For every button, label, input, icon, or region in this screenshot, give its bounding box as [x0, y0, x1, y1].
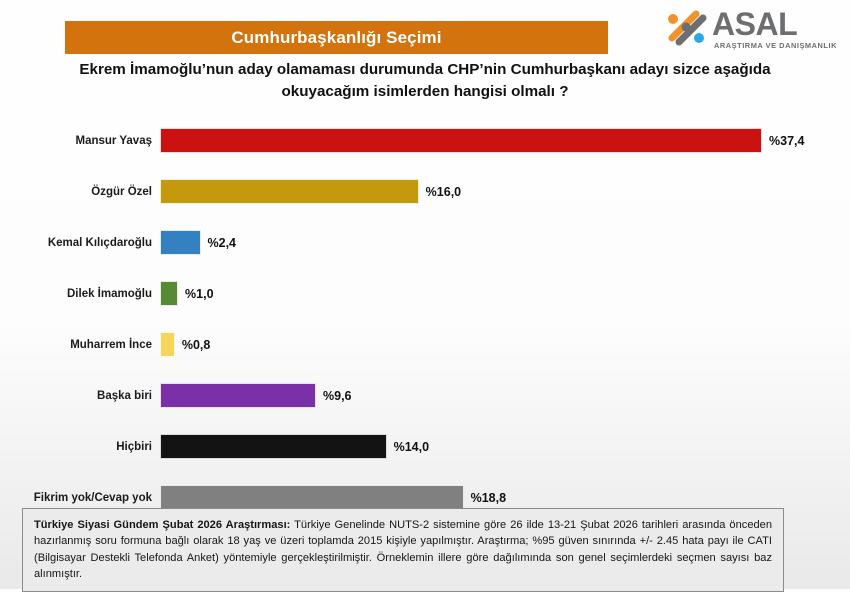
chart-bar — [160, 128, 762, 153]
chart-bar — [160, 281, 179, 306]
chart-bar-value: %9,6 — [323, 388, 352, 403]
poll-question: Ekrem İmamoğlu’nun aday olamaması durumu… — [79, 61, 771, 100]
footnote-lead: Türkiye Siyasi Gündem Şubat 2026 Araştır… — [34, 519, 291, 531]
chart-header: Cumhurbaşkanlığı Seçimi ASAL ARAŞTIRMA V… — [0, 0, 850, 56]
chart-bar-area: %1,0 — [160, 281, 850, 306]
chart-row: Başka biri %9,6 — [0, 370, 850, 421]
chart-row-label: Muharrem İnce — [70, 338, 152, 351]
chart-bar — [160, 485, 464, 510]
chart-bar-area: %0,8 — [160, 332, 850, 357]
chart-bar-area: %14,0 — [160, 434, 850, 459]
chart-row: Özgür Özel %16,0 — [0, 166, 850, 217]
poll-bar-chart: Mansur Yavaş %37,4 Özgür Özel %16,0 Kemal Kı… — [0, 115, 850, 523]
chart-row: Dilek İmamoğlu %1,0 — [0, 268, 850, 319]
asal-logo: ASAL ARAŞTIRMA VE DANIŞMANLIK — [666, 6, 837, 54]
chart-bar-area: %9,6 — [160, 383, 850, 408]
chart-bar-area: %37,4 — [160, 128, 850, 153]
chart-row-label: Özgür Özel — [91, 185, 152, 198]
chart-row-label: Başka biri — [97, 389, 152, 402]
chart-bar-value: %18,8 — [470, 490, 507, 505]
methodology-footnote: Türkiye Siyasi Gündem Şubat 2026 Araştır… — [22, 508, 784, 592]
chart-row-label: Dilek İmamoğlu — [67, 287, 152, 300]
chart-row: Kemal Kılıçdaroğlu %2,4 — [0, 217, 850, 268]
chart-bar-area: %2,4 — [160, 230, 850, 255]
chart-bar-area: %16,0 — [160, 179, 850, 204]
logo-mark-icon — [668, 10, 707, 46]
chart-bar-value: %37,4 — [769, 133, 805, 148]
page-title: Cumhurbaşkanlığı Seçimi — [231, 27, 442, 47]
chart-row: Mansur Yavaş %37,4 — [0, 115, 850, 166]
chart-row-label: Mansur Yavaş — [75, 134, 152, 147]
logo-wordmark: ASAL — [712, 6, 798, 42]
title-bar: Cumhurbaşkanlığı Seçimi — [65, 21, 608, 54]
chart-row-label: Kemal Kılıçdaroğlu — [47, 236, 152, 249]
chart-bar — [160, 383, 316, 408]
chart-row: Muharrem İnce %0,8 — [0, 319, 850, 370]
chart-bar — [160, 434, 387, 459]
chart-bar-value: %16,0 — [425, 184, 462, 199]
chart-bar-area: %18,8 — [160, 485, 850, 510]
logo-tagline: ARAŞTIRMA VE DANIŞMANLIK — [714, 41, 837, 50]
chart-bar — [160, 230, 201, 255]
chart-row-label: Hiçbiri — [116, 440, 152, 453]
chart-bar-value: %0,8 — [181, 337, 211, 352]
chart-bar — [160, 179, 419, 204]
chart-bar-value: %1,0 — [185, 286, 214, 301]
chart-bar-value: %14,0 — [393, 439, 430, 454]
chart-bar — [160, 332, 175, 357]
chart-row-label: Fikrim yok/Cevap yok — [33, 491, 152, 504]
chart-bar-value: %2,4 — [207, 235, 237, 250]
chart-row: Hiçbiri %14,0 — [0, 421, 850, 472]
footnote-body: Türkiye Genelinde NUTS-2 sistemine göre … — [34, 519, 773, 580]
